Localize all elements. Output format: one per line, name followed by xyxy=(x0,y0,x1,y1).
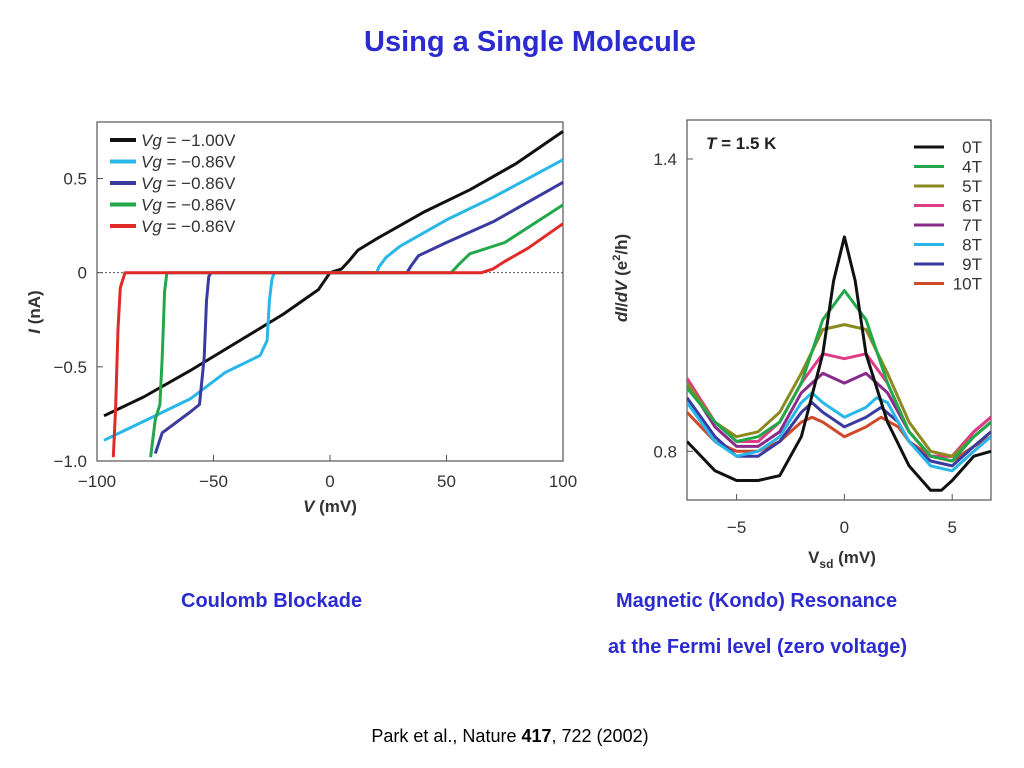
citation-suffix: , 722 (2002) xyxy=(551,726,649,746)
citation-prefix: Park et al., Nature xyxy=(371,726,522,746)
iv-plot-frame xyxy=(96,121,564,462)
kondo-x-tick-label: −5 xyxy=(727,518,746,537)
iv-x-tick-label: −100 xyxy=(78,472,116,491)
kondo-legend-label: 7T xyxy=(962,216,982,235)
kondo-y-axis-label: dI/dV (e2/h) xyxy=(611,234,631,322)
kondo-x-axis-label: Vsd (mV) xyxy=(808,548,876,571)
iv-x-tick-label: −50 xyxy=(199,472,228,491)
kondo-legend-label: 9T xyxy=(962,255,982,274)
iv-y-tick-label: −0.5 xyxy=(53,358,87,377)
caption-kondo-line2: at the Fermi level (zero voltage) xyxy=(608,636,907,658)
kondo-series-group xyxy=(687,235,991,492)
iv-legend-label: Vg = −0.86V xyxy=(141,153,236,172)
iv-y-tick-label: 0 xyxy=(78,264,87,283)
iv-legend-label: Vg = −1.00V xyxy=(141,131,236,150)
kondo-legend-label: 8T xyxy=(962,236,982,255)
iv-y-tick-label: 0.5 xyxy=(63,170,87,189)
iv-series-line xyxy=(103,130,564,418)
slide-title: Using a Single Molecule xyxy=(364,26,696,58)
iv-series-line xyxy=(111,222,564,458)
kondo-series-line xyxy=(687,396,991,468)
kondo-temperature-annotation: T = 1.5 K xyxy=(706,134,777,153)
kondo-series-line xyxy=(687,235,991,492)
iv-legend-label: Vg = −0.86V xyxy=(141,196,236,215)
kondo-series-line xyxy=(687,391,991,473)
kondo-series-line xyxy=(687,289,991,463)
iv-x-tick-label: 0 xyxy=(325,472,334,491)
kondo-legend-label: 5T xyxy=(962,177,982,196)
kondo-legend-label: 6T xyxy=(962,197,982,216)
citation: Park et al., Nature 417, 722 (2002) xyxy=(0,726,1020,747)
kondo-y-tick-label: 1.4 xyxy=(653,150,677,169)
iv-series-line xyxy=(103,158,564,442)
iv-x-tick-label: 100 xyxy=(549,472,577,491)
kondo-legend-label: 0T xyxy=(962,138,982,157)
kondo-legend-label: 10T xyxy=(953,275,982,294)
iv-x-tick-label: 50 xyxy=(437,472,456,491)
kondo-x-tick-label: 0 xyxy=(840,518,849,537)
iv-legend-label: Vg = −0.86V xyxy=(141,174,236,193)
kondo-legend-label: 4T xyxy=(962,158,982,177)
kondo-series-line xyxy=(687,323,991,458)
iv-y-tick-label: −1.0 xyxy=(53,452,87,471)
iv-legend-label: Vg = −0.86V xyxy=(141,217,236,236)
iv-y-axis-label: I (nA) xyxy=(25,290,44,333)
kondo-y-tick-label: 0.8 xyxy=(653,442,677,461)
kondo-x-tick-label: 5 xyxy=(947,518,956,537)
caption-kondo-line1: Magnetic (Kondo) Resonance xyxy=(616,590,898,612)
kondo-series-line xyxy=(687,352,991,458)
iv-series-line xyxy=(153,180,564,454)
iv-x-axis-label: V (mV) xyxy=(303,497,357,516)
caption-coulomb-blockade: Coulomb Blockade xyxy=(181,590,363,612)
citation-volume: 417 xyxy=(521,726,552,746)
